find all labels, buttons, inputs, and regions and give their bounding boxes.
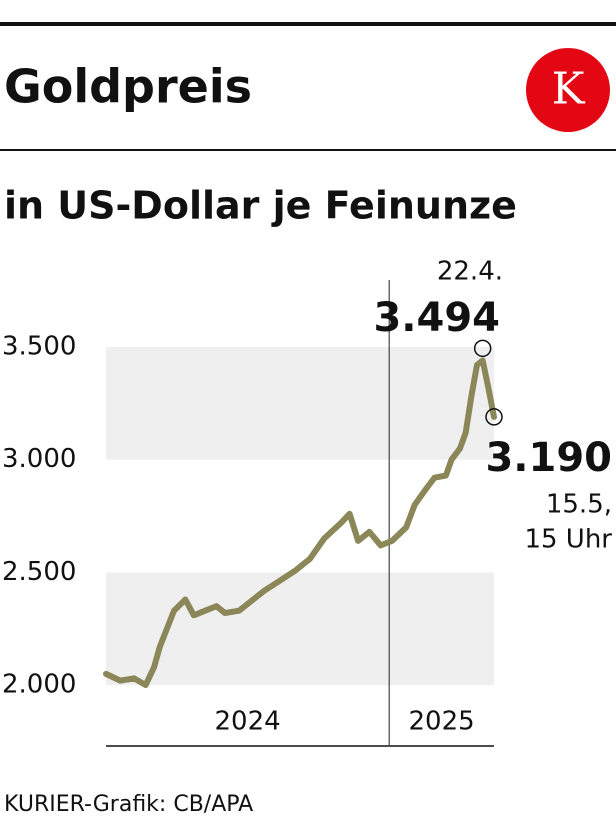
chart-subtitle: in US-Dollar je Feinunze [4,184,517,228]
x-period-label: 2024 [215,707,281,737]
chart-title: Goldpreis [4,60,252,114]
annotation-marker [485,408,503,426]
y-tick-label: 3.500 [2,332,76,362]
y-tick-label: 3.000 [2,444,76,474]
source: KURIER-Grafik: CB/APA [4,792,253,817]
y-tick-label: 2.000 [2,670,76,700]
y-tick-label: 2.500 [2,557,76,587]
annotation-marker [473,339,492,358]
top-rule [0,22,616,26]
x-period-label: 2025 [409,707,475,737]
grid-band [106,347,494,460]
annotation-date: 22.4. [437,257,503,287]
annotation-value: 3.494 [373,295,500,341]
grid-band [106,572,494,686]
annotation-date: 15 Uhr [524,525,612,555]
annotation-date: 15.5, [546,490,612,520]
logo [526,48,610,132]
logo-text: K [552,64,586,115]
price-line [103,357,497,689]
annotation-value: 3.190 [485,435,612,481]
divider [0,149,616,151]
